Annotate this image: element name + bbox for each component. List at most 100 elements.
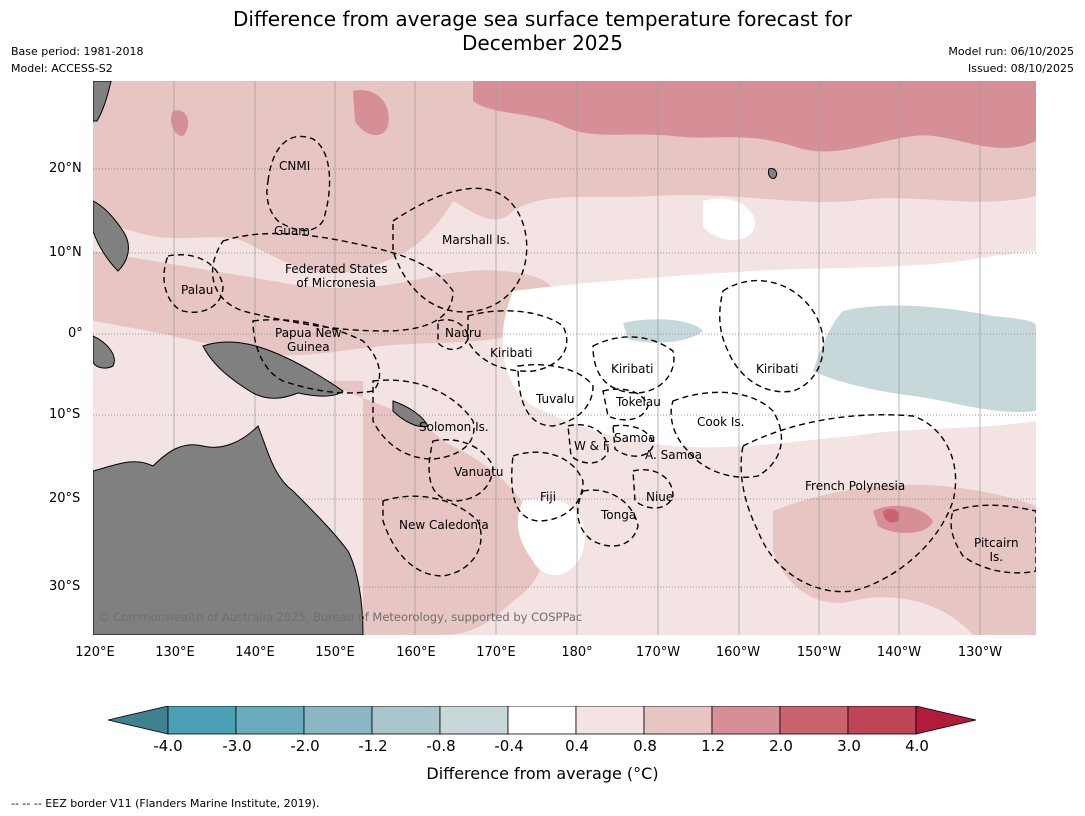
lon-label-160e: 160°E [396,645,436,660]
anomaly-band-neutral-patch [703,198,755,241]
title-line-2: December 2025 [462,31,623,55]
anomaly-band-neutral-south [517,498,585,575]
eez-tuvalu [517,364,594,427]
eez-kiribati-east [719,279,825,393]
anomaly-band-0-8-1-2-equator [93,251,560,356]
lon-label-120e: 120°E [75,645,115,660]
label-nauru: Nauru [445,326,482,340]
eez-png [252,319,381,394]
eez-new-caledonia [382,495,482,577]
anomaly-band-1-2-2-0-north [473,81,1036,152]
eez-pitcairn [950,504,1036,574]
lon-label-130e: 130°E [155,645,195,660]
lon-label-130w: 130°W [957,645,1003,660]
lat-label-10n: 10°N [49,245,82,260]
label-fsm: Federated States of Micronesia [285,262,387,290]
colorbar-tick-2: -2.0 [290,737,320,755]
lon-label-170e: 170°E [476,645,516,660]
colorbar-tick-5: -0.4 [494,737,524,755]
hawaii-land [768,168,778,179]
eez-kiribati-central [592,336,675,394]
label-tonga: Tonga [601,508,637,522]
anomaly-band-neg-central [623,319,703,343]
label-pitcairn-line2: Is. [989,550,1004,564]
colorbar-tick-1: -3.0 [222,737,252,755]
colorbar-tick-8: 1.2 [701,737,725,755]
eez-kiribati-west [467,310,568,372]
label-fsm-line2: of Micronesia [296,276,377,290]
sst-anomaly-map: CNMI Guam Marshall Is. Federated States … [93,81,1036,635]
land-masses [93,81,778,635]
colorbar-tick-3: -1.2 [358,737,388,755]
lat-label-10s: 10°S [49,407,81,422]
eez-marshall [392,187,528,313]
colorbar-cell-6 [507,706,577,735]
colorbar [108,706,977,735]
eez-french-polynesia [740,414,957,593]
new-guinea-land [202,341,344,399]
issued-date: Issued: 08/10/2025 [967,62,1074,75]
philippines-land [93,200,129,272]
colorbar-tick-4: -0.8 [426,737,456,755]
meta-left: Base period: 1981-2018 Model: ACCESS-S2 [11,43,143,77]
eez-cook-islands [670,391,783,478]
colorbar-title: Difference from average (°C) [426,764,659,783]
label-png-line2: Guinea [287,340,330,354]
chart-title: Difference from average sea surface temp… [0,7,1085,55]
lon-label-140e: 140°E [235,645,275,660]
copyright-notice: © Commonwealth of Australia 2025, Bureau… [98,610,583,624]
australia-land [93,425,364,635]
label-tokelau: Tokelau [616,395,661,409]
colorbar-tick-11: 4.0 [905,737,929,755]
label-cook-islands: Cook Is. [697,415,745,429]
anomaly-band-neutral-equator [502,251,1036,448]
colorbar-cell-3 [303,706,373,735]
lat-label-30s: 30°S [49,579,81,594]
label-guam: Guam [274,224,310,238]
lat-label-20s: 20°S [49,491,81,506]
label-french-polynesia: French Polynesia [805,479,906,493]
model-run: Model run: 06/10/2025 [948,45,1074,58]
colorbar-cell-1 [167,706,237,735]
eez-wallis-futuna [567,424,609,464]
label-new-caledonia: New Caledonia [399,518,489,532]
lon-label-160w: 160°W [715,645,761,660]
anomaly-band-1-2-2-0-patch-a [353,90,389,136]
colorbar-cell-4 [371,706,441,735]
meta-right: Model run: 06/10/2025 Issued: 08/10/2025 [948,43,1074,77]
label-pitcairn: Pitcairn Is. [974,536,1019,564]
lon-label-150w: 150°W [796,645,842,660]
label-kiribati-west: Kiribati [490,346,533,360]
colorbar-tick-10: 3.0 [837,737,861,755]
label-palau: Palau [181,283,214,297]
eez-tonga [577,489,639,547]
map-canvas [93,81,1036,635]
eez-footnote: -- -- -- EEZ border V11 (Flanders Marine… [11,797,320,810]
colorbar-cell-7 [575,706,645,735]
title-line-1: Difference from average sea surface temp… [232,7,852,31]
anomaly-band-0-8-1-2-southwest [323,381,544,635]
eez-fiji [511,451,584,522]
label-vanuatu: Vanuatu [454,465,504,479]
colorbar-extend-low [108,706,169,735]
label-pitcairn-line1: Pitcairn [974,536,1019,550]
label-fsm-line1: Federated States [285,262,388,276]
colorbar-cell-8 [643,706,713,735]
colorbar-tick-0: -4.0 [153,737,183,755]
anomaly-band-0-8-1-2-southeast [773,484,1036,635]
label-samoa: Samoa [614,431,656,445]
eez-niue [632,469,674,509]
colorbar-cell-11 [847,706,917,735]
colorbar-cell-10 [779,706,849,735]
lon-label-170w: 170°W [635,645,681,660]
colorbar-extend-high [915,706,977,735]
colorbar-cell-2 [235,706,305,735]
solomon-islands-land [392,400,429,428]
colorbar-cell-5 [439,706,509,735]
eez-borders [163,135,1036,593]
eez-cnmi [266,135,331,232]
lat-label-20n: 20°N [49,161,82,176]
eez-samoa [612,424,654,457]
eez-tokelau [602,388,649,421]
asia-coast-land [93,81,112,122]
